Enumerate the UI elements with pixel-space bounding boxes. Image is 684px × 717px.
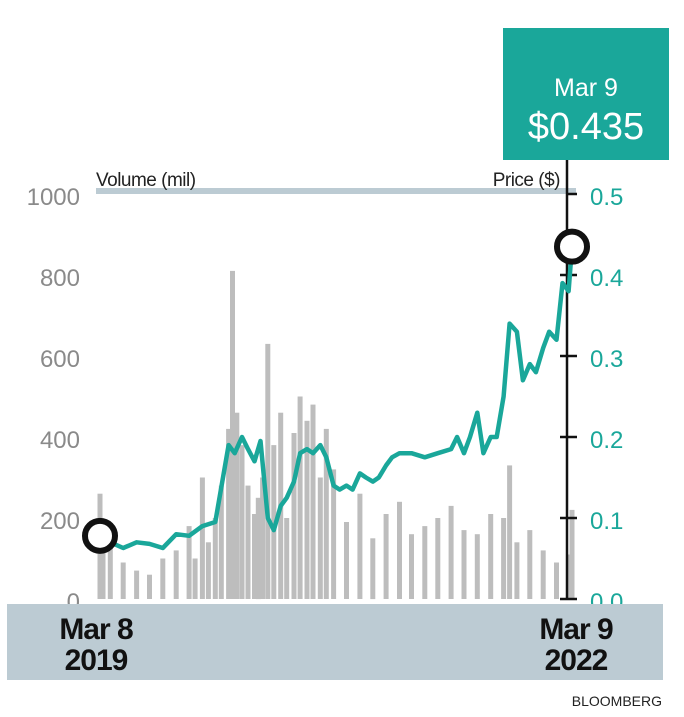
- callout-date: Mar 9: [554, 74, 618, 102]
- volume-bar: [212, 518, 218, 599]
- volume-bar: [527, 530, 533, 599]
- volume-bar: [507, 465, 513, 599]
- volume-bar: [304, 420, 310, 599]
- price-line: [97, 244, 575, 551]
- volume-bar: [252, 514, 257, 599]
- volume-bar: [234, 412, 240, 599]
- volume-bar: [422, 526, 428, 599]
- price-tick: 0.3: [590, 346, 623, 373]
- volume-bar: [435, 518, 441, 599]
- x-label-start-year: 2019: [64, 644, 129, 677]
- source-credit: BLOOMBERG: [571, 693, 662, 709]
- volume-bar: [186, 526, 192, 599]
- volume-bar: [173, 550, 179, 599]
- volume-bar: [397, 501, 402, 599]
- x-label-start-date: Mar 8: [59, 613, 133, 646]
- volume-tick: 800: [40, 265, 80, 292]
- volume-bar: [147, 574, 152, 599]
- volume-bar: [310, 404, 316, 599]
- volume-bar: [383, 514, 389, 599]
- callout-price: $0.435: [527, 106, 645, 148]
- volume-tick: 400: [40, 427, 80, 454]
- volume-bar: [120, 562, 126, 599]
- volume-bar: [554, 562, 559, 599]
- x-label-end-date: Mar 9: [539, 613, 613, 646]
- volume-bar: [160, 558, 166, 599]
- volume-bars: [97, 270, 575, 600]
- volume-bar: [226, 428, 232, 599]
- volume-bar: [357, 493, 363, 599]
- volume-bar: [218, 485, 224, 599]
- price-axis: 0.5 0.4 0.3 0.2 0.1 0.0: [560, 184, 623, 616]
- volume-bar: [474, 534, 480, 599]
- volume-bar: [514, 542, 520, 599]
- volume-bar: [260, 477, 266, 599]
- volume-bar: [291, 433, 297, 599]
- price-tick: 0.2: [590, 427, 623, 454]
- volume-bar: [566, 554, 572, 599]
- volume-bar: [488, 514, 494, 599]
- x-label-end-year: 2022: [544, 644, 609, 677]
- volume-bar: [107, 546, 113, 599]
- price-axis-label: Price ($): [493, 170, 560, 191]
- volume-bar: [192, 558, 198, 599]
- volume-bar: [317, 477, 323, 599]
- volume-bar: [569, 509, 575, 599]
- volume-axis: 1000 800 600 400 200 0: [27, 184, 80, 616]
- x-axis-band: [7, 604, 663, 680]
- volume-bar: [323, 428, 329, 599]
- volume-bar: [409, 534, 414, 599]
- volume-tick: 1000: [27, 184, 80, 211]
- latest-price-callout: Mar 9 $0.435: [503, 28, 669, 160]
- volume-bar: [284, 518, 290, 599]
- volume-bar: [461, 530, 467, 599]
- volume-bar: [255, 497, 261, 600]
- volume-bar: [344, 522, 349, 599]
- volume-bar: [297, 396, 303, 599]
- volume-bar: [199, 477, 205, 599]
- volume-bar: [331, 469, 337, 599]
- price-tick: 0.1: [590, 508, 623, 535]
- price-tick: 0.5: [590, 184, 623, 211]
- start-marker: [82, 517, 118, 554]
- x-label-end: Mar 9 2022: [526, 614, 626, 676]
- volume-bar: [540, 550, 546, 599]
- volume-bar: [230, 270, 235, 599]
- volume-bar: [100, 530, 106, 599]
- volume-bar: [370, 538, 376, 600]
- price-tick: 0.4: [590, 265, 623, 292]
- volume-bar: [265, 343, 271, 599]
- end-marker: [554, 228, 590, 265]
- volume-bar: [448, 505, 454, 599]
- volume-bar: [245, 485, 251, 599]
- volume-bar: [134, 570, 140, 599]
- volume-bar: [239, 445, 245, 599]
- volume-tick: 600: [40, 346, 80, 373]
- volume-bar: [205, 542, 211, 599]
- volume-bar: [501, 518, 507, 599]
- x-label-start: Mar 8 2019: [46, 614, 146, 676]
- volume-tick: 200: [40, 508, 80, 535]
- volume-axis-label: Volume (mil): [96, 170, 196, 191]
